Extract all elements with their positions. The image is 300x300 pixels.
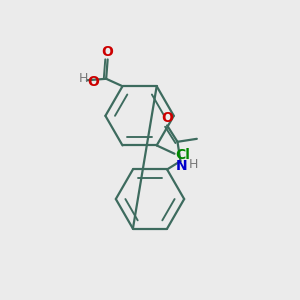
- Text: H: H: [79, 72, 88, 85]
- Text: O: O: [161, 111, 173, 125]
- Text: H: H: [188, 158, 198, 171]
- Text: N: N: [176, 160, 188, 173]
- Text: O: O: [87, 75, 99, 89]
- Text: O: O: [102, 45, 114, 59]
- Text: Cl: Cl: [176, 148, 190, 162]
